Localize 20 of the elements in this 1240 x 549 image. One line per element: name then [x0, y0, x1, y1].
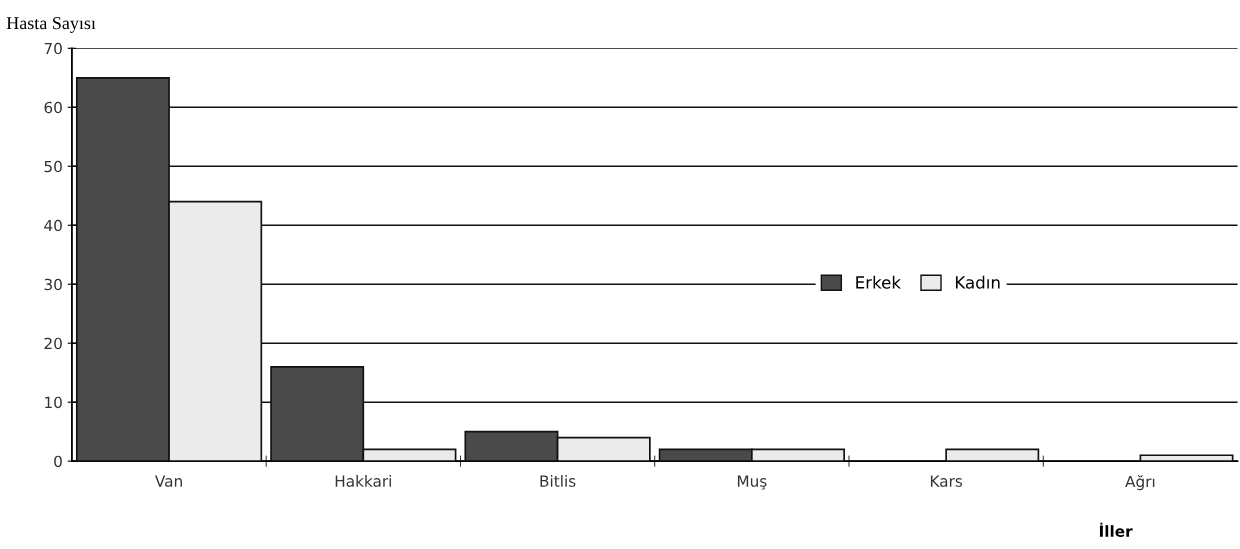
y-tick-label: 30 [44, 278, 62, 291]
y-tick-label: 20 [44, 337, 62, 350]
y-tick-label: 50 [44, 160, 62, 173]
x-tick-label: Bitlis [540, 475, 576, 487]
x-tick-label: Van [155, 475, 182, 487]
y-tick-label: 0 [54, 455, 62, 468]
y-tick-label: 10 [45, 396, 62, 409]
legend-label: Kadın [955, 275, 1000, 289]
x-axis-title: İller [1099, 522, 1133, 537]
y-tick-label: 60 [44, 101, 62, 114]
bar [945, 448, 1040, 462]
y-axis-title: Hasta Sayısı [6, 17, 96, 33]
x-tick-label: Kars [930, 475, 963, 487]
x-tick-label: Muş [737, 475, 767, 490]
y-tick-label: 40 [44, 219, 62, 232]
bar [1139, 454, 1234, 462]
y-tick-label: 70 [44, 42, 62, 55]
x-tick-label: Ağrı [1125, 475, 1155, 491]
x-tick-label: Hakkari [335, 475, 391, 487]
legend-label: Erkek [856, 275, 901, 289]
